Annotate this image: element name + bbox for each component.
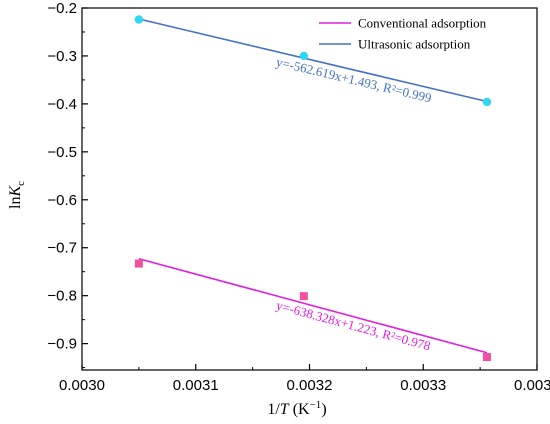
data-point-ultrasonic xyxy=(482,97,492,107)
fit-annotation-conventional: y=-638.328x+1.223, R²=0.978 xyxy=(275,297,433,353)
y-tick-label: −0.8 xyxy=(47,288,77,305)
fit-line-conventional xyxy=(138,257,488,354)
x-axis-title-var: T xyxy=(280,401,290,418)
x-tick-label: 0.0030 xyxy=(59,377,105,394)
x-axis-title: 1/T (K−1) xyxy=(267,399,326,418)
fit-annotations: y=-638.328x+1.223, R²=0.978 y=-562.619x+1… xyxy=(275,54,433,353)
x-axis-ticks: 0.0030 0.0031 0.0032 0.0033 0.0034 xyxy=(59,364,550,394)
data-point-ultrasonic xyxy=(299,51,309,61)
fit-line-ultrasonic xyxy=(138,18,488,103)
y-tick-label: −0.5 xyxy=(47,144,77,161)
fit-lines xyxy=(138,18,488,354)
data-point-conventional xyxy=(299,292,308,301)
x-tick-label: 0.0034 xyxy=(514,377,550,394)
fit-annotation-ultrasonic: y=-562.619x+1.493, R²=0.999 xyxy=(275,54,433,105)
data-point-conventional xyxy=(482,353,491,362)
y-tick-label: −0.4 xyxy=(47,96,77,113)
x-axis-title-unit: (K xyxy=(289,401,310,418)
x-tick-label: 0.0033 xyxy=(400,377,446,394)
y-tick-label: −0.2 xyxy=(47,0,77,17)
x-tick-label: 0.0032 xyxy=(287,377,333,394)
plot-frame xyxy=(81,7,538,371)
legend-label-ultrasonic: Ultrasonic adsorption xyxy=(358,37,471,52)
y-axis-ticks: −0.2 −0.3 −0.4 −0.5 −0.6 −0.7 −0.8 −0.9 xyxy=(47,0,88,369)
x-tick-label: 0.0031 xyxy=(173,377,219,394)
y-tick-label: −0.7 xyxy=(47,240,77,257)
y-tick-label: −0.6 xyxy=(47,192,77,209)
y-axis-title: lnKc xyxy=(7,181,27,209)
y-axis-title-ln: ln xyxy=(7,197,24,209)
legend: Conventional adsorption Ultrasonic adsorp… xyxy=(319,16,487,52)
y-axis-title-var: K xyxy=(7,185,24,198)
y-axis-title-sub: c xyxy=(15,181,27,186)
data-points xyxy=(134,15,492,362)
x-axis-title-close: ) xyxy=(321,401,326,418)
y-tick-label: −0.9 xyxy=(47,336,77,353)
data-point-ultrasonic xyxy=(134,15,144,24)
x-axis-title-prefix: 1/ xyxy=(267,401,280,418)
y-tick-label: −0.3 xyxy=(47,48,77,65)
legend-label-conventional: Conventional adsorption xyxy=(358,16,487,31)
data-point-conventional xyxy=(134,259,143,268)
x-axis-title-exp: −1 xyxy=(310,399,322,411)
